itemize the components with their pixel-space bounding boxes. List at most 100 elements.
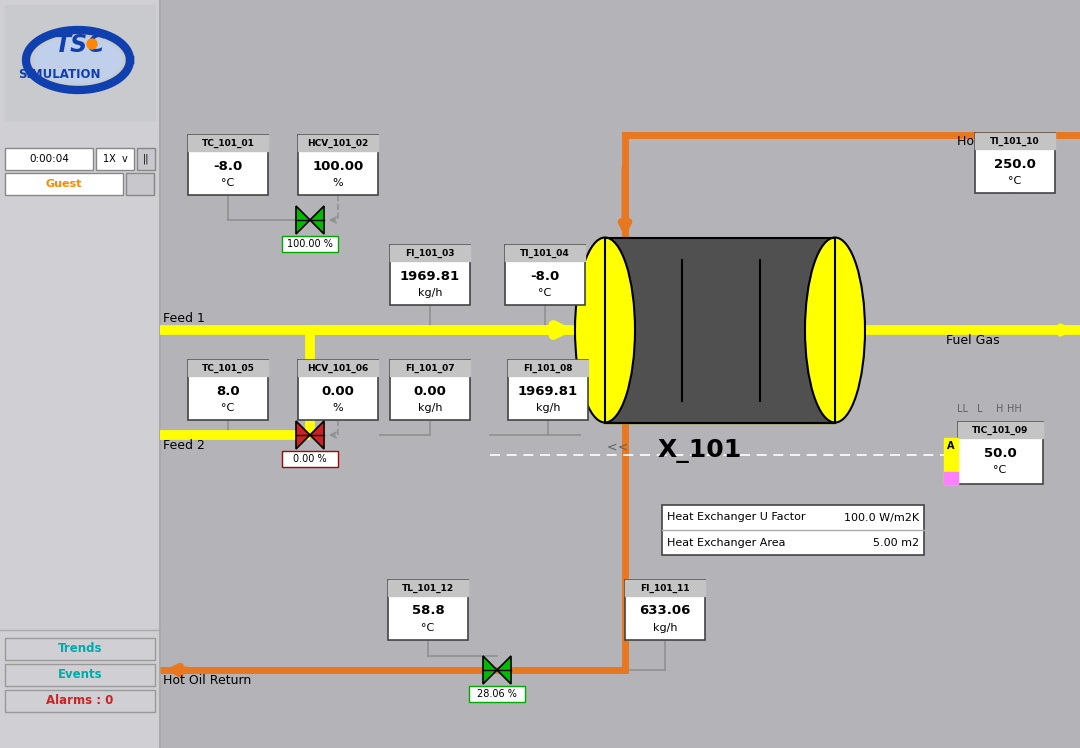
Text: FI_101_03: FI_101_03 xyxy=(405,248,455,257)
Text: 100.0 W/m2K: 100.0 W/m2K xyxy=(843,512,919,523)
Text: 28.06 %: 28.06 % xyxy=(477,689,517,699)
Bar xyxy=(390,360,470,376)
Bar xyxy=(390,245,470,305)
Polygon shape xyxy=(296,206,310,234)
Text: TI_101_10: TI_101_10 xyxy=(990,136,1040,146)
Text: Heat Exchanger Area: Heat Exchanger Area xyxy=(667,538,785,548)
Bar xyxy=(508,360,588,376)
Text: 0:00:04: 0:00:04 xyxy=(29,154,69,164)
Bar xyxy=(298,135,378,195)
Bar xyxy=(188,360,268,376)
Text: kg/h: kg/h xyxy=(536,403,561,413)
Polygon shape xyxy=(296,421,310,449)
Text: <: < xyxy=(618,441,629,454)
Text: 1969.81: 1969.81 xyxy=(400,269,460,283)
Bar xyxy=(605,278,835,295)
FancyBboxPatch shape xyxy=(126,173,154,195)
Text: 0.00: 0.00 xyxy=(414,384,446,397)
Text: 50.0: 50.0 xyxy=(984,447,1016,459)
Bar xyxy=(390,360,470,420)
Text: HCV_101_06: HCV_101_06 xyxy=(308,364,368,373)
Polygon shape xyxy=(310,421,324,449)
Bar xyxy=(282,451,338,467)
Text: 250.0: 250.0 xyxy=(994,158,1036,171)
Text: %: % xyxy=(333,403,343,413)
Text: H: H xyxy=(997,404,1003,414)
Text: HCV_101_02: HCV_101_02 xyxy=(308,138,368,147)
Text: TIC_101_09: TIC_101_09 xyxy=(972,426,1028,435)
Bar xyxy=(605,401,835,423)
Text: ||: || xyxy=(143,154,149,165)
Bar xyxy=(160,0,1080,748)
Text: FI_101_07: FI_101_07 xyxy=(405,364,455,373)
Text: %: % xyxy=(333,178,343,188)
Text: °C: °C xyxy=(1009,176,1022,186)
Text: L: L xyxy=(977,404,983,414)
Bar xyxy=(605,313,835,330)
Bar xyxy=(505,245,585,261)
Text: X_101: X_101 xyxy=(658,439,742,463)
Bar xyxy=(605,331,835,348)
Text: kg/h: kg/h xyxy=(652,623,677,633)
Text: Feed 2: Feed 2 xyxy=(163,439,205,452)
Bar xyxy=(5,5,156,120)
Text: kg/h: kg/h xyxy=(418,403,442,413)
Text: -8.0: -8.0 xyxy=(214,159,243,173)
Text: TC_101_05: TC_101_05 xyxy=(202,364,255,373)
Bar xyxy=(605,349,835,365)
Bar xyxy=(390,245,470,261)
Text: 8.0: 8.0 xyxy=(216,384,240,397)
Bar xyxy=(298,135,378,151)
Text: °C: °C xyxy=(421,623,434,633)
Bar xyxy=(298,360,378,420)
Text: HH: HH xyxy=(1007,404,1022,414)
Text: 100.00: 100.00 xyxy=(312,159,364,173)
Text: Events: Events xyxy=(57,669,103,681)
Text: Alarms : 0: Alarms : 0 xyxy=(46,694,113,708)
Text: 5.00 m2: 5.00 m2 xyxy=(873,538,919,548)
Circle shape xyxy=(87,39,97,49)
Text: TI_101_04: TI_101_04 xyxy=(521,248,570,257)
Text: 100.00 %: 100.00 % xyxy=(287,239,333,249)
FancyBboxPatch shape xyxy=(137,148,156,170)
Bar xyxy=(605,238,835,260)
Text: Feed 1: Feed 1 xyxy=(163,312,205,325)
Text: <: < xyxy=(607,441,618,454)
Bar xyxy=(469,686,525,702)
Text: FI_101_11: FI_101_11 xyxy=(640,583,690,592)
Text: SIMULATION: SIMULATION xyxy=(18,68,100,81)
Ellipse shape xyxy=(575,238,635,423)
Bar xyxy=(188,135,268,151)
FancyBboxPatch shape xyxy=(5,638,156,660)
Text: Heat Exchanger U Factor: Heat Exchanger U Factor xyxy=(667,512,806,523)
Text: 1969.81: 1969.81 xyxy=(518,384,578,397)
Bar xyxy=(662,505,924,555)
Bar xyxy=(958,422,1042,484)
Bar xyxy=(298,360,378,376)
Text: TC_101_01: TC_101_01 xyxy=(202,138,255,147)
Text: FI_101_08: FI_101_08 xyxy=(523,364,572,373)
Text: 0.00: 0.00 xyxy=(322,384,354,397)
Bar xyxy=(605,384,835,400)
Polygon shape xyxy=(497,656,511,684)
Bar xyxy=(944,438,958,484)
Bar xyxy=(975,133,1055,193)
FancyBboxPatch shape xyxy=(5,148,93,170)
Bar xyxy=(605,238,835,423)
Bar xyxy=(958,422,1042,438)
Bar xyxy=(625,580,705,596)
Text: °C: °C xyxy=(221,178,234,188)
Bar xyxy=(505,245,585,305)
FancyBboxPatch shape xyxy=(5,173,123,195)
Text: Hot Oil: Hot Oil xyxy=(957,135,1000,148)
Bar xyxy=(605,295,835,313)
FancyBboxPatch shape xyxy=(96,148,134,170)
Text: 633.06: 633.06 xyxy=(639,604,691,618)
Bar xyxy=(605,366,835,383)
Text: Hot Oil Return: Hot Oil Return xyxy=(163,674,252,687)
Polygon shape xyxy=(33,37,122,83)
Text: LL: LL xyxy=(957,404,968,414)
Bar xyxy=(188,135,268,195)
Text: TL_101_12: TL_101_12 xyxy=(402,583,454,592)
Text: 1X  v: 1X v xyxy=(103,154,127,164)
